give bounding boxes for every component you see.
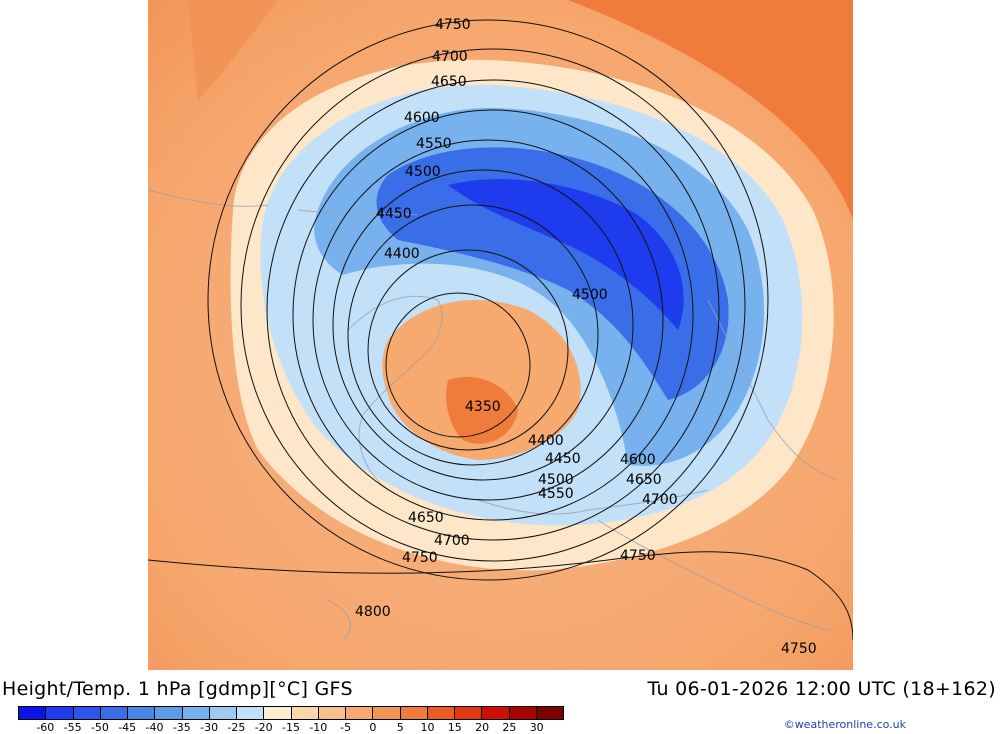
colorbar-tick-labels: -60 -55 -50 -45 -40 -35 -30 -25 -20 -15 -10 -5 0 5 10 1… — [18, 721, 564, 734]
contour-label: 4650 — [408, 510, 444, 526]
contour-label: 4400 — [528, 433, 564, 449]
contour-label: 4500 — [572, 287, 608, 303]
colorbar-tick-label: -45 — [118, 721, 137, 734]
colorbar-tick-label: -50 — [90, 721, 109, 734]
warm-patch-northwest — [188, 0, 278, 100]
colorbar-tick-label: 15 — [447, 721, 462, 734]
colorbar-tick-label: -5 — [340, 721, 352, 734]
contour-label: 4750 — [781, 641, 817, 657]
cold-core — [376, 147, 729, 400]
colorbar-swatch — [73, 707, 101, 719]
contour-label: 4600 — [404, 110, 440, 126]
contour-label: 4750 — [435, 17, 471, 33]
colorbar-swatch — [482, 707, 510, 719]
colorbar-tick-label: 25 — [502, 721, 517, 734]
chart-title: Height/Temp. 1 hPa [gdmp][°C] GFS — [2, 678, 353, 700]
contour-label: 4450 — [376, 206, 412, 222]
contour-label: 4800 — [355, 604, 391, 620]
colorbar-swatch — [427, 707, 455, 719]
colorbar-tick-label: 5 — [396, 721, 404, 734]
colorbar-swatch — [209, 707, 237, 719]
colorbar-tick-label: -20 — [254, 721, 273, 734]
contour-label: 4700 — [432, 49, 468, 65]
colorbar-tick-label: -25 — [227, 721, 246, 734]
colorbar-tick-label: -15 — [282, 721, 300, 734]
contour-label: 4600 — [620, 452, 656, 468]
warm-polar-core — [446, 376, 518, 444]
colorbar-tick-label: -55 — [63, 721, 82, 734]
colorbar-swatch — [128, 707, 156, 719]
colorbar-swatch — [46, 707, 74, 719]
contour-label: 4650 — [431, 74, 467, 90]
contour-label: 4350 — [465, 399, 501, 415]
colorbar-tick-label: -10 — [309, 721, 328, 734]
contour-label: 4450 — [545, 451, 581, 467]
height-contours — [207, 19, 769, 581]
colorbar-swatch — [182, 707, 210, 719]
valid-datetime: Tu 06-01-2026 12:00 UTC (18+162) — [647, 678, 996, 700]
colorbar-swatch — [237, 707, 265, 719]
cold-core-deep — [448, 179, 684, 330]
colorbar-swatch — [509, 707, 537, 719]
colorbar-swatch — [291, 707, 319, 719]
source-credit[interactable]: ©weatheronline.co.uk — [783, 718, 906, 731]
contour-label: 4750 — [402, 550, 438, 566]
colorbar-swatch — [373, 707, 401, 719]
contour-label: 4650 — [626, 472, 662, 488]
colorbar-tick-label: 30 — [529, 721, 544, 734]
contour-label: 4500 — [405, 164, 441, 180]
contour-4750-south — [148, 551, 853, 641]
colorbar-tick-label: -35 — [172, 721, 191, 734]
colorbar-swatch — [455, 707, 483, 719]
colorbar-tick-label: -30 — [200, 721, 219, 734]
warm-band-northeast — [568, 0, 853, 220]
contour-label: 4700 — [434, 533, 470, 549]
colorbar-swatch — [318, 707, 346, 719]
temperature-colorbar — [18, 706, 564, 720]
contour-label: 4750 — [620, 548, 656, 564]
colorbar-tick-label: 10 — [420, 721, 435, 734]
contour-label: 4550 — [538, 486, 574, 502]
colorbar-swatch — [536, 707, 563, 719]
coastlines — [148, 189, 839, 641]
contour-label: 4400 — [384, 246, 420, 262]
colorbar-tick-label: -40 — [145, 721, 164, 734]
colorbar-swatch — [400, 707, 428, 719]
colorbar-swatch — [19, 707, 47, 719]
weather-map: 4750 4700 4650 4600 4550 4500 4450 4400 … — [148, 0, 853, 670]
colorbar-swatch — [155, 707, 183, 719]
colorbar-tick-label: 20 — [475, 721, 490, 734]
colorbar-swatch — [264, 707, 292, 719]
colorbar-tick-label: 0 — [369, 721, 377, 734]
contour-label: 4500 — [538, 472, 574, 488]
colorbar-swatch — [346, 707, 374, 719]
contour-label: 4550 — [416, 136, 452, 152]
colorbar-swatch — [100, 707, 128, 719]
contour-label: 4700 — [642, 492, 678, 508]
colorbar-tick-label: -60 — [36, 721, 55, 734]
